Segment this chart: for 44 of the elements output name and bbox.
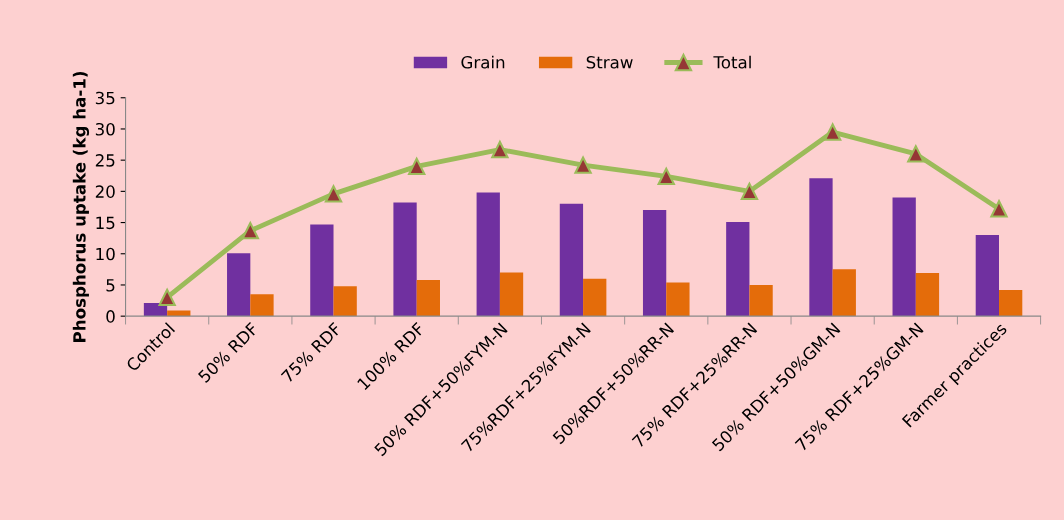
point (907, 145, 925, 163)
y-tick-label: 0 (106, 310, 115, 323)
bar (250, 294, 274, 317)
bar (310, 224, 334, 317)
bar (666, 282, 690, 317)
bar (892, 197, 916, 317)
point (408, 157, 426, 176)
legend-label: Total (713, 55, 751, 69)
point (158, 288, 176, 307)
y-tick-label: 20 (95, 185, 115, 198)
bar (416, 279, 440, 317)
point (657, 167, 675, 186)
point (324, 185, 343, 203)
y-tick-label: 15 (96, 216, 115, 230)
bar (749, 284, 773, 317)
bar (559, 203, 584, 317)
point (491, 140, 509, 159)
bar (642, 210, 667, 317)
bar (583, 278, 607, 317)
point (740, 182, 759, 201)
point (990, 200, 1008, 218)
point (823, 123, 842, 141)
bar (333, 286, 357, 317)
y-axis-title: Phosphorus uptake (kg ha-1) (72, 71, 90, 342)
bar (832, 269, 856, 317)
y-tick-label: 5 (106, 279, 115, 292)
bar (143, 303, 168, 317)
y-tick-label: 10 (96, 247, 115, 261)
point (574, 156, 592, 174)
bar (915, 273, 940, 317)
point (241, 221, 260, 240)
bar (499, 272, 524, 317)
legend-label: Grain (461, 55, 505, 69)
y-tick-label: 25 (95, 154, 115, 167)
y-tick-label: 35 (95, 91, 115, 105)
bar (999, 289, 1023, 317)
bar (476, 192, 500, 317)
bar (393, 202, 417, 317)
legend-label: Straw (586, 56, 633, 69)
bar (726, 221, 750, 317)
y-tick-label: 30 (95, 122, 115, 136)
bar (975, 235, 999, 317)
bar (227, 253, 251, 317)
bar (809, 178, 833, 317)
